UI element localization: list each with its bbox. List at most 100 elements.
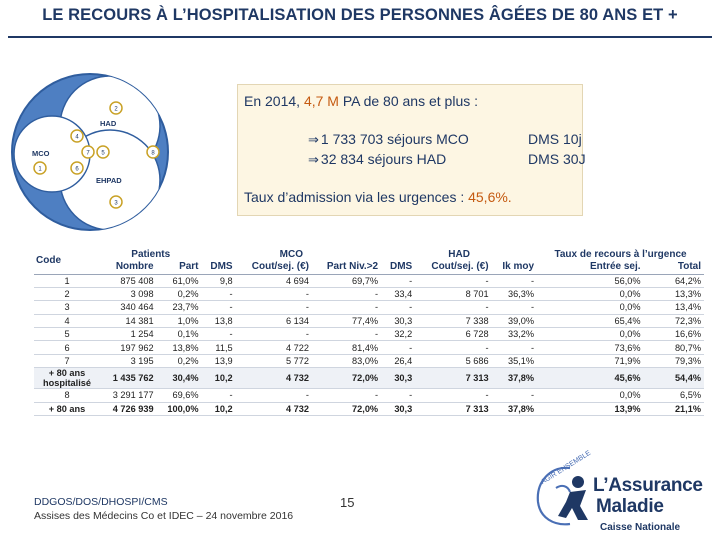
row-cell: 1 254 <box>130 329 154 340</box>
row-cell: 26,4 <box>394 356 413 367</box>
row-cell: - <box>305 289 309 300</box>
header-had: HAD <box>448 248 470 260</box>
row-cell: 72,3% <box>674 315 701 326</box>
row-cell: 340 464 <box>120 302 154 313</box>
row-cell: 3 195 <box>130 356 154 367</box>
row-cell: 30,3 <box>394 315 413 326</box>
row-cell: - <box>409 302 413 313</box>
table-row: 6 197 962 13,8% 11,5 4 722 81,4% - - - 73,6% 80,7% <box>34 341 704 355</box>
row-cell: 21,1% <box>674 403 701 414</box>
svg-text:5: 5 <box>101 151 105 157</box>
row-cell: - <box>531 390 535 401</box>
had-stays: ⇒ 32 834 séjours HAD <box>308 151 447 168</box>
col-total: Total <box>643 260 704 275</box>
row-cell: - <box>485 275 489 286</box>
row-cell: 7 313 <box>465 403 489 414</box>
row-cell: 10,2 <box>214 403 233 414</box>
row-cell: - <box>531 342 535 353</box>
row-code: 5 <box>64 329 70 340</box>
title-divider <box>8 36 712 38</box>
row-cell: - <box>409 342 413 353</box>
col-ik: Ik moy <box>491 260 538 275</box>
row-cell: 30,3 <box>381 367 416 389</box>
row-cell: 72,0% <box>311 367 382 389</box>
row-cell: 30,4% <box>156 367 202 389</box>
row-cell: - <box>305 302 309 313</box>
row-cell: 54,4% <box>643 367 704 389</box>
row-code: 7 <box>64 356 70 367</box>
row-cell: 0,1% <box>177 329 199 340</box>
row-cell: - <box>485 302 489 313</box>
row-cell: 14 381 <box>125 315 154 326</box>
had-label: HAD <box>100 119 117 128</box>
row-cell: 4 732 <box>285 403 309 414</box>
row-cell: - <box>375 390 379 401</box>
arrow-icon: ⇒ <box>308 153 319 168</box>
row-cell: - <box>485 390 489 401</box>
table-row: 2 3 098 0,2% - - - 33,4 8 701 36,3% 0,0% 13,3% <box>34 287 704 301</box>
admission-rate-value: 45,6%. <box>468 189 512 205</box>
mco-stays: ⇒ 1 733 703 séjours MCO <box>308 131 469 148</box>
logo-line2: Maladie <box>596 496 664 517</box>
row-cell: 0,2% <box>177 356 199 367</box>
row-cell: 35,1% <box>508 356 535 367</box>
table-column-header: Nombre Part DMS Cout/sej. (€) Part Niv.>… <box>34 260 704 275</box>
col-mco-niv: Part Niv.>2 <box>311 260 382 275</box>
row-cell: - <box>409 275 413 286</box>
row-code: 2 <box>64 289 70 300</box>
row-cell: - <box>229 302 233 313</box>
row-cell: 7 313 <box>415 367 492 389</box>
header-mco: MCO <box>279 248 303 260</box>
row-cell: 83,0% <box>352 356 379 367</box>
row-cell: 6,5% <box>680 390 701 401</box>
row-cell: 61,0% <box>172 275 199 286</box>
svg-text:4: 4 <box>75 135 79 141</box>
venn-node-2: 2 <box>109 101 123 115</box>
venn-diagram: HAD MCO EHPAD 1 2 3 4 5 6 7 8 <box>11 73 169 231</box>
row-cell: 4 722 <box>285 342 309 353</box>
had-dms: DMS 30J <box>528 151 586 167</box>
row-cell: 875 408 <box>120 275 154 286</box>
table-row: 4 14 381 1,0% 13,8 6 134 77,4% 30,3 7 338 39,0% 6… <box>34 314 704 328</box>
row-cell: - <box>531 275 535 286</box>
row-cell: - <box>229 390 233 401</box>
venn-node-6: 6 <box>70 161 84 175</box>
svg-text:3: 3 <box>114 201 118 207</box>
row-cell: 11,5 <box>215 342 233 353</box>
header-recours: Taux de recours à l’urgence <box>554 248 687 260</box>
row-cell: 72,0% <box>352 403 379 414</box>
row-cell: 100,0% <box>167 403 199 414</box>
row-cell: 36,3% <box>508 289 535 300</box>
row-cell: 3 098 <box>130 289 154 300</box>
population-highlight: 4,7 M <box>303 93 339 109</box>
row-cell: 4 732 <box>235 367 312 389</box>
row-cell: 13,8 <box>214 315 233 326</box>
row-cell: - <box>305 390 309 401</box>
venn-node-8: 8 <box>146 145 160 159</box>
row-cell: 3 291 177 <box>112 390 154 401</box>
page-title: LE RECOURS À L’HOSPITALISATION DES PERSO… <box>42 6 678 24</box>
table-group-header: Code Patients MCO HAD Taux de recours à … <box>34 248 704 275</box>
summary-box: En 2014, 4,7 M PA de 80 ans et plus : ⇒ 1… <box>237 84 586 216</box>
row-cell: 37,8% <box>508 403 535 414</box>
row-cell: 13,8% <box>172 342 199 353</box>
row-cell: - <box>531 302 535 313</box>
row-code: 3 <box>64 302 70 313</box>
row-cell: 71,9% <box>614 356 641 367</box>
venn-node-1: 1 <box>33 161 47 175</box>
logo-line1: L’Assurance <box>593 475 703 496</box>
row-cell: 13,3% <box>674 289 701 300</box>
row-cell: 4 694 <box>285 275 309 286</box>
row-cell: 0,2% <box>177 289 199 300</box>
row-cell: - <box>305 329 309 340</box>
venn-node-5: 5 <box>96 145 110 159</box>
row-cell: 13,4% <box>674 302 701 313</box>
row-cell: 69,7% <box>352 275 379 286</box>
row-cell: - <box>229 289 233 300</box>
venn-node-3: 3 <box>109 195 123 209</box>
row-cell: - <box>409 390 413 401</box>
row-cell: - <box>485 342 489 353</box>
header-code: Code <box>34 248 100 275</box>
ehpad-label: EHPAD <box>96 176 122 185</box>
mco-label: MCO <box>32 149 50 158</box>
